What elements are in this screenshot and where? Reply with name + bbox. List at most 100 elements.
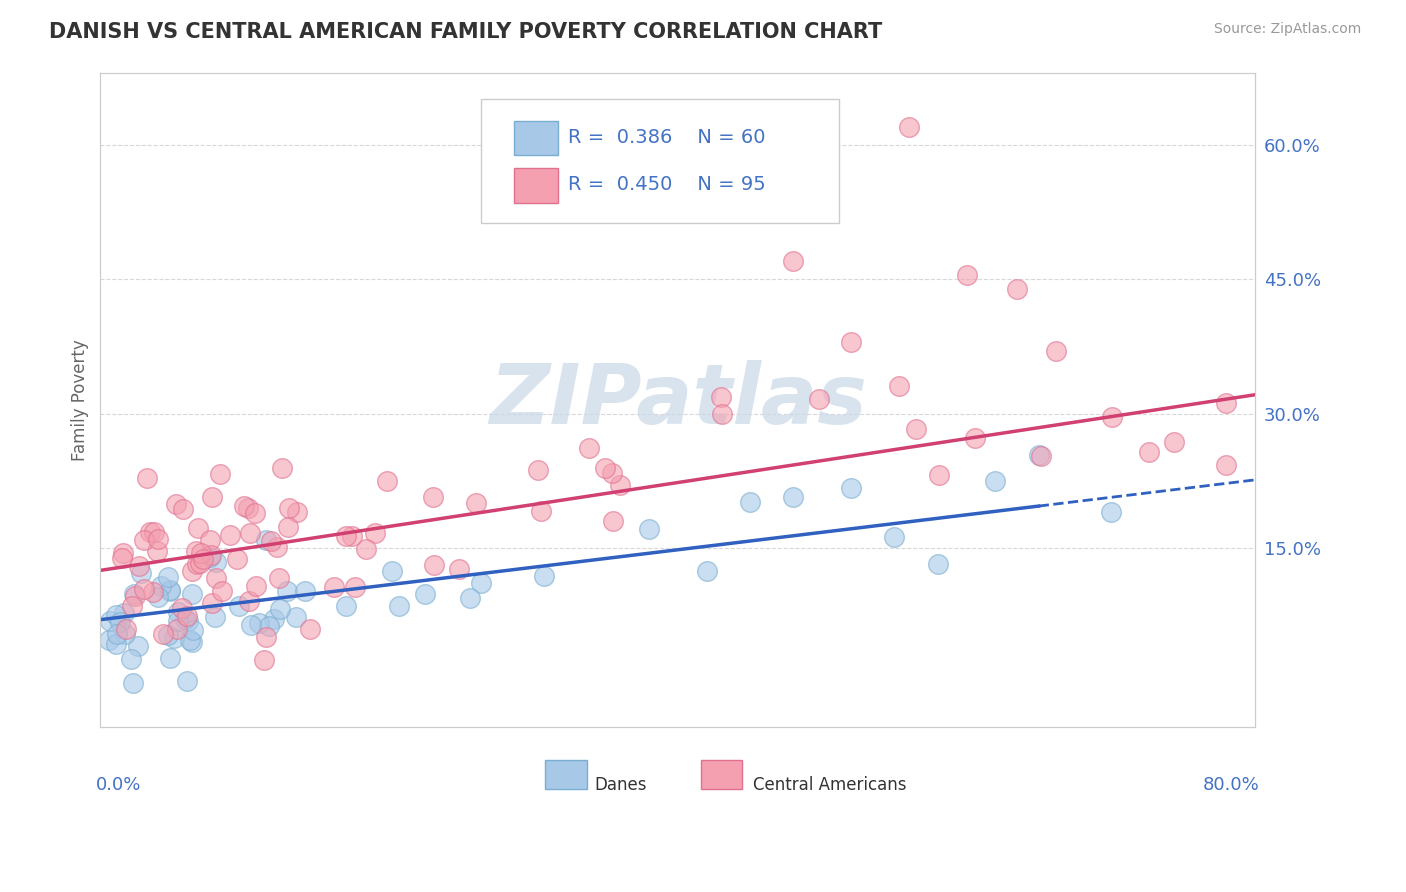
- Point: [285, 610, 308, 624]
- Point: [177, 614, 200, 628]
- Point: [277, 520, 299, 534]
- Point: [905, 422, 928, 436]
- Point: [142, 524, 165, 539]
- Point: [600, 466, 623, 480]
- Point: [200, 548, 222, 562]
- Point: [163, 631, 186, 645]
- Point: [470, 576, 492, 591]
- Point: [1215, 395, 1237, 409]
- Point: [887, 379, 910, 393]
- Point: [335, 599, 357, 613]
- Point: [266, 540, 288, 554]
- Point: [166, 622, 188, 636]
- Point: [172, 601, 194, 615]
- Point: [181, 564, 204, 578]
- Point: [375, 474, 398, 488]
- Point: [422, 490, 444, 504]
- Point: [159, 651, 181, 665]
- Point: [184, 544, 207, 558]
- Point: [1137, 444, 1160, 458]
- Point: [111, 550, 134, 565]
- Point: [105, 626, 128, 640]
- Point: [883, 530, 905, 544]
- Point: [696, 564, 718, 578]
- Point: [245, 579, 267, 593]
- Point: [181, 624, 204, 638]
- Point: [271, 461, 294, 475]
- Point: [142, 584, 165, 599]
- Point: [294, 583, 316, 598]
- Point: [157, 628, 180, 642]
- Point: [263, 612, 285, 626]
- Point: [323, 580, 346, 594]
- Point: [335, 529, 357, 543]
- Point: [180, 635, 202, 649]
- Point: [238, 594, 260, 608]
- Point: [593, 461, 616, 475]
- Text: 80.0%: 80.0%: [1204, 776, 1260, 794]
- Point: [278, 500, 301, 515]
- Point: [127, 639, 149, 653]
- Point: [533, 568, 555, 582]
- Point: [225, 552, 247, 566]
- Point: [145, 544, 167, 558]
- Point: [269, 602, 291, 616]
- Point: [423, 558, 446, 572]
- Point: [122, 676, 145, 690]
- Point: [176, 609, 198, 624]
- Point: [205, 571, 228, 585]
- Point: [1163, 434, 1185, 449]
- Point: [449, 562, 471, 576]
- Y-axis label: Family Poverty: Family Poverty: [72, 339, 89, 461]
- Point: [136, 471, 159, 485]
- Point: [138, 524, 160, 539]
- Point: [179, 633, 201, 648]
- Point: [176, 674, 198, 689]
- Point: [146, 532, 169, 546]
- Point: [1045, 344, 1067, 359]
- Point: [148, 591, 170, 605]
- Point: [638, 522, 661, 536]
- Point: [839, 481, 862, 495]
- Text: Danes: Danes: [595, 776, 647, 794]
- Point: [782, 254, 804, 268]
- Point: [111, 546, 134, 560]
- Point: [928, 467, 950, 482]
- Point: [1028, 448, 1050, 462]
- Point: [166, 605, 188, 619]
- Point: [152, 626, 174, 640]
- Text: Source: ZipAtlas.com: Source: ZipAtlas.com: [1213, 22, 1361, 37]
- Point: [711, 407, 734, 421]
- Point: [228, 599, 250, 614]
- Point: [115, 622, 138, 636]
- Point: [181, 587, 204, 601]
- Point: [955, 268, 977, 282]
- Point: [381, 564, 404, 578]
- Point: [465, 496, 488, 510]
- Point: [156, 569, 179, 583]
- Point: [578, 441, 600, 455]
- Point: [602, 514, 624, 528]
- Point: [121, 599, 143, 613]
- Point: [132, 582, 155, 597]
- Point: [120, 651, 142, 665]
- Point: [167, 614, 190, 628]
- Point: [239, 526, 262, 541]
- Point: [285, 505, 308, 519]
- Point: [104, 608, 127, 623]
- Point: [159, 582, 181, 597]
- Point: [259, 619, 281, 633]
- Point: [174, 612, 197, 626]
- Point: [122, 587, 145, 601]
- Point: [1005, 282, 1028, 296]
- Point: [165, 497, 187, 511]
- Point: [190, 545, 212, 559]
- Point: [340, 529, 363, 543]
- Point: [710, 390, 733, 404]
- Point: [1029, 450, 1052, 464]
- Point: [97, 633, 120, 648]
- Point: [239, 618, 262, 632]
- Point: [204, 555, 226, 569]
- Point: [108, 615, 131, 630]
- Point: [159, 583, 181, 598]
